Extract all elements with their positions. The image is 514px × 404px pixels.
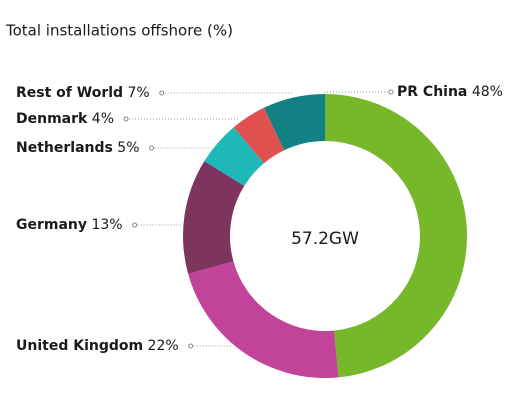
- label-value: 13%: [91, 217, 122, 233]
- slice-label: Germany 13%: [16, 217, 123, 233]
- leader-dot: [149, 145, 155, 151]
- leader-dot: [159, 90, 165, 96]
- center-label: 57.2GW: [291, 229, 359, 249]
- label-value: 22%: [148, 338, 179, 354]
- leader-dot: [132, 222, 138, 228]
- slice-label: Netherlands 5%: [16, 140, 140, 156]
- slice: [263, 94, 325, 151]
- slice: [325, 94, 467, 378]
- slice: [204, 127, 264, 186]
- slice-label: Denmark 4%: [16, 111, 114, 127]
- label-value: 7%: [128, 85, 150, 101]
- slice: [188, 261, 339, 378]
- chart-title: Total installations offshore (%): [5, 22, 233, 40]
- slice: [233, 107, 285, 164]
- leader-dot: [388, 89, 394, 95]
- label-value: 48%: [472, 84, 503, 100]
- label-name: PR China: [397, 84, 467, 100]
- label-value: 4%: [92, 111, 114, 127]
- leader-dot: [123, 116, 129, 122]
- label-name: United Kingdom: [16, 338, 143, 354]
- slice: [183, 161, 245, 274]
- slice-label: Rest of World 7%: [16, 85, 150, 101]
- slices: [183, 94, 467, 378]
- slice-label: PR China 48%: [397, 84, 503, 100]
- label-name: Denmark: [16, 111, 88, 127]
- label-value: 5%: [117, 140, 139, 156]
- label-name: Netherlands: [16, 140, 113, 156]
- label-name: Rest of World: [16, 85, 123, 101]
- leader-dot: [188, 343, 194, 349]
- slice-label: United Kingdom 22%: [16, 338, 179, 354]
- label-name: Germany: [16, 217, 87, 233]
